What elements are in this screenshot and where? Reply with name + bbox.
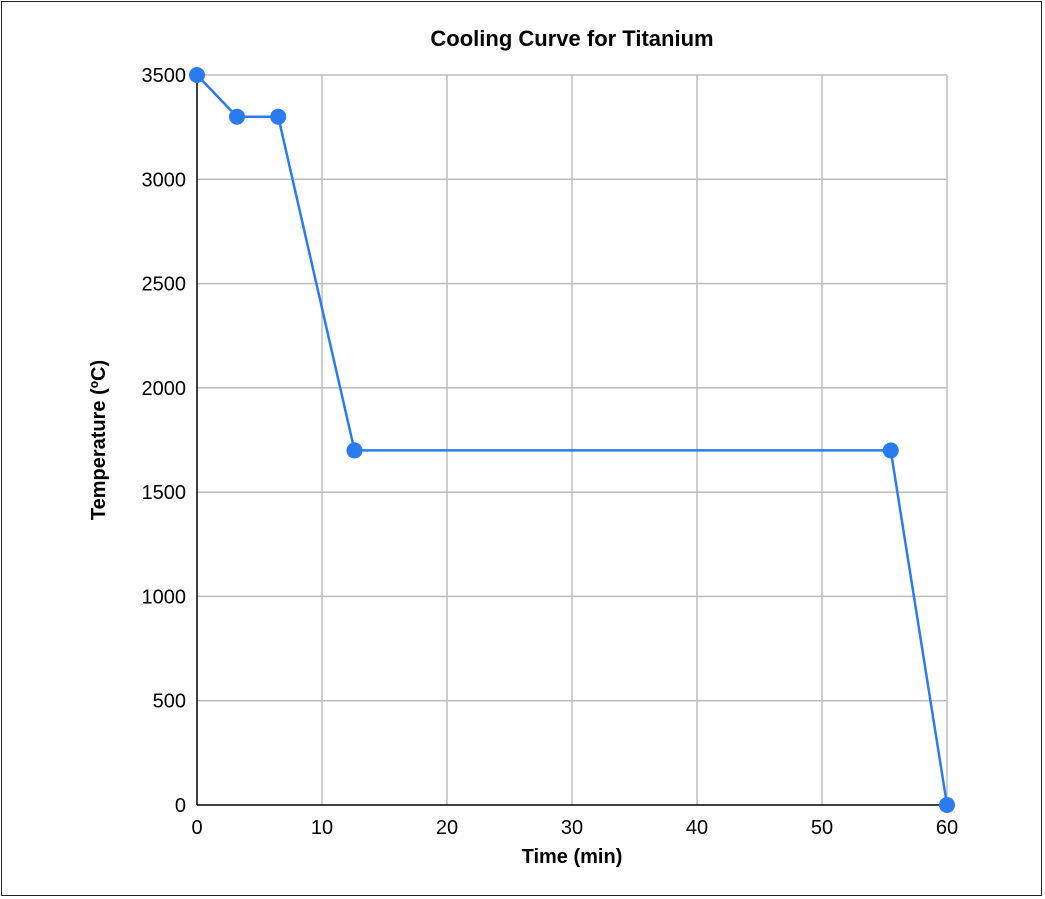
y-tick-label: 1500 [142, 482, 187, 504]
x-tick-label: 0 [191, 817, 202, 839]
y-tick-label: 2000 [142, 378, 187, 400]
y-tick-label: 0 [175, 795, 186, 817]
series-line [196, 74, 949, 806]
x-tick-label: 30 [561, 817, 583, 839]
y-axis-label: Temperature (ºC) [88, 360, 110, 520]
axes [196, 75, 947, 806]
x-tick-label: 60 [936, 817, 958, 839]
data-point [939, 797, 955, 813]
chart-title: Cooling Curve for Titanium [430, 26, 713, 51]
x-tick-label: 10 [311, 817, 333, 839]
y-tick-label: 500 [153, 691, 186, 713]
y-tick-label: 1000 [142, 586, 187, 608]
y-tick-label: 3500 [142, 65, 187, 87]
y-tick-label: 3000 [142, 169, 187, 191]
x-tick-label: 50 [811, 817, 833, 839]
data-point [346, 442, 363, 459]
grid [197, 74, 948, 805]
series [189, 67, 955, 813]
x-tick-label: 20 [436, 817, 458, 839]
data-point [229, 108, 245, 125]
x-axis-label: Time (min) [522, 846, 623, 868]
y-tick-label: 2500 [142, 274, 187, 296]
data-point [189, 67, 205, 83]
x-tick-label: 40 [686, 817, 708, 839]
tick-labels: 0 10 20 30 40 50 60 0 500 1000 1500 2000 2500 3000 350… [142, 65, 959, 839]
data-point [882, 442, 899, 459]
data-point [270, 108, 287, 125]
